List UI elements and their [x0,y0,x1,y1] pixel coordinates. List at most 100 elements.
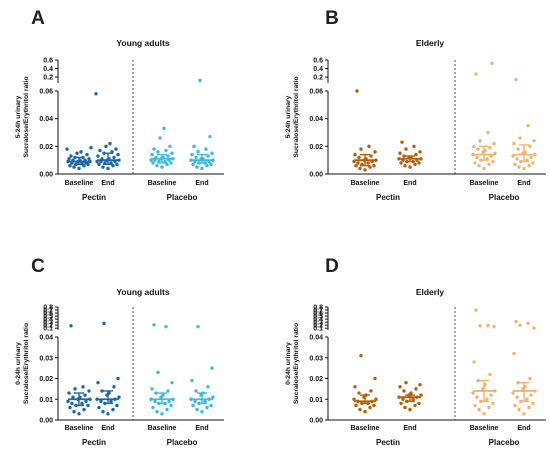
data-point [198,78,202,83]
y-axis-label: Sucralose/Erythritol ratio [293,76,300,157]
data-point [115,403,119,408]
x-category-label: End [403,425,416,432]
data-point [489,393,493,397]
data-point [99,399,103,404]
data-point [516,380,520,385]
panel-letter: A [31,8,45,29]
group-label: Pectin [376,438,400,447]
y-tick-label: 0.5 [313,314,323,321]
data-point [79,150,83,154]
data-point [526,321,530,326]
data-point [352,397,356,401]
data-point [476,378,480,383]
data-point [106,412,110,416]
data-point [408,165,412,169]
data-point [67,157,71,161]
y-tick-label: 0.01 [39,397,53,404]
data-point [473,403,477,408]
y-tick-label: 0.06 [309,89,323,96]
data-point [205,405,209,410]
data-point [96,380,100,385]
data-point [363,410,367,414]
data-point [80,401,84,406]
y-axis-label: Sucralose/Erythritol ratio [23,323,30,404]
data-point [87,157,91,161]
data-point [482,412,486,416]
data-point [165,407,169,412]
data-point [190,152,194,157]
data-point [488,372,492,377]
data-point [104,144,108,149]
data-point [522,412,526,416]
data-point [106,166,110,171]
data-point [532,326,536,330]
data-point [196,324,200,329]
data-point [206,385,210,389]
data-point [200,166,204,171]
data-point [356,161,360,165]
y-tick-label: 0.03 [39,355,53,362]
y-tick-label: 0.8 [313,305,323,312]
y-tick-label: 0.2 [313,75,323,82]
data-point [160,412,164,416]
y-tick-label: 0.00 [309,172,323,179]
data-point [403,164,407,168]
y-axis-label: 0-24h urinary [285,342,292,385]
data-point [164,148,168,153]
data-point [190,378,194,383]
data-point [412,144,416,149]
data-point [154,391,158,395]
data-point [414,387,418,391]
data-point [515,395,519,399]
x-category-label: Baseline [65,180,94,187]
data-point [200,410,204,414]
data-point [170,380,174,385]
y-tick-label: 0.4 [313,66,323,73]
data-point [357,391,361,395]
x-category-label: End [517,425,530,432]
data-point [115,162,119,167]
y-tick-label: 0.2 [313,323,323,330]
data-point [158,136,162,140]
data-point [102,321,106,326]
data-point [153,399,157,404]
y-tick-label: 0.04 [39,116,53,123]
panel-a: A Young adults 5-24h urinary Sucralose/Eryt… [15,8,224,202]
data-point [472,360,476,364]
data-point [116,376,120,381]
data-point [414,152,418,157]
data-point [160,165,164,169]
data-point [166,154,170,158]
data-point [399,161,403,165]
data-point [170,151,174,155]
data-point [512,351,516,356]
y-tick-label: 0.4 [43,66,53,73]
y-tick-label: 0.02 [39,376,53,383]
data-point [513,162,517,167]
data-point [372,164,376,168]
data-point [83,393,87,397]
x-category-label: Baseline [351,180,380,187]
data-point [373,376,377,381]
data-point [398,151,402,155]
y-tick-label: 0.8 [43,305,53,312]
data-point [417,401,421,406]
data-point [369,154,373,158]
y-tick-label: 0.2 [43,75,53,82]
group-label: Pectin [376,193,400,202]
y-tick-label: 0.6 [313,58,323,65]
data-point [532,139,536,143]
data-point [477,164,481,168]
data-point [409,391,413,395]
data-point [526,123,530,128]
data-point [413,162,417,167]
data-point [77,412,81,416]
data-point [101,410,105,414]
data-point [150,387,154,391]
y-axis-label: 0-24h urinary [15,342,22,385]
data-point [359,353,363,358]
group-label: Placebo [489,438,520,447]
y-tick-label: 0.4 [43,317,53,324]
data-point [408,407,412,412]
